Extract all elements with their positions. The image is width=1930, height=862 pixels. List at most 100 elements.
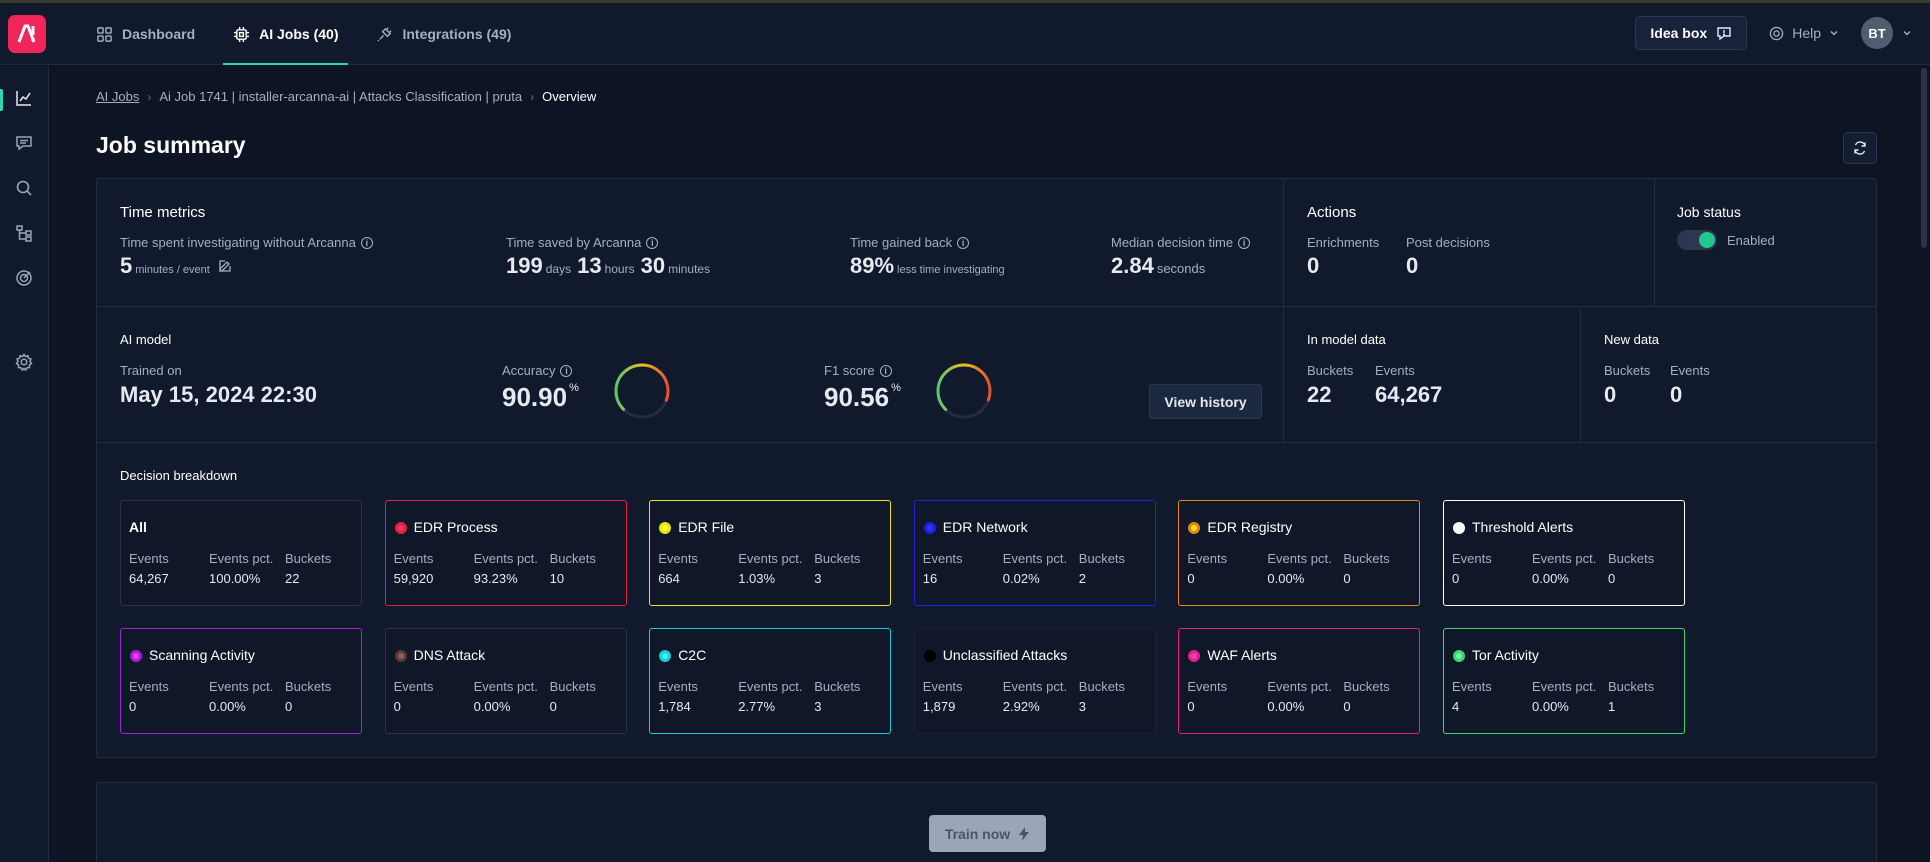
decision-card[interactable]: WAF Alerts Events Events pct. Buckets 0 0.00%… <box>1178 628 1421 734</box>
plug-icon <box>377 26 393 42</box>
info-icon[interactable]: i <box>646 236 659 249</box>
gear-icon[interactable] <box>14 352 34 372</box>
help-menu[interactable]: Help <box>1769 25 1839 41</box>
sidebar <box>0 66 49 862</box>
info-icon[interactable]: i <box>560 364 573 377</box>
events-pct-label: Events pct. <box>738 551 803 566</box>
decision-card-name: C2C <box>678 647 707 663</box>
nav-dashboard[interactable]: Dashboard <box>86 3 205 65</box>
info-icon[interactable]: i <box>360 236 373 249</box>
new-data-events-label: Events <box>1670 363 1710 378</box>
post-decisions-value: 0 <box>1406 253 1418 279</box>
ai-model-title: AI model <box>120 332 172 347</box>
f1-score-value: 90.56 % <box>824 382 901 413</box>
decision-card[interactable]: EDR Network Events Events pct. Buckets 16 0.0… <box>913 500 1156 606</box>
decision-card[interactable]: EDR File Events Events pct. Buckets 664 1.03%… <box>649 500 892 606</box>
buckets-label: Buckets <box>1343 551 1390 566</box>
buckets-value: 0 <box>1343 699 1351 714</box>
accuracy-percent: % <box>569 382 579 394</box>
decision-card[interactable]: EDR Process Events Events pct. Buckets 59,92… <box>384 500 627 606</box>
breadcrumb-job[interactable]: Ai Job 1741 | installer-arcanna-ai | Att… <box>159 89 523 104</box>
decision-card-name: All <box>129 519 147 535</box>
info-icon[interactable]: i <box>879 364 892 377</box>
events-pct-label: Events pct. <box>1532 551 1597 566</box>
time-metrics-title: Time metrics <box>120 204 206 221</box>
median-decision-label-text: Median decision time <box>1111 235 1234 250</box>
comment-icon[interactable] <box>14 133 34 153</box>
events-pct-label: Events pct. <box>1267 679 1332 694</box>
breadcrumb-ai-jobs[interactable]: AI Jobs <box>96 89 140 104</box>
refresh-button[interactable] <box>1843 132 1877 164</box>
time-spent-number: 5 <box>120 253 133 278</box>
category-color-dot <box>130 650 142 662</box>
time-gained-label: Time gained back i <box>850 235 970 250</box>
buckets-value: 2 <box>1078 571 1087 586</box>
events-value: 1,784 <box>658 699 691 714</box>
decision-card[interactable]: DNS Attack Events Events pct. Buckets 0 0.00%… <box>384 628 627 734</box>
events-pct-label: Events pct. <box>738 679 803 694</box>
chevron-down-icon <box>1903 31 1911 36</box>
in-model-buckets-number: 22 <box>1307 382 1332 407</box>
buckets-value: 3 <box>814 699 822 714</box>
lightning-icon <box>1019 826 1030 841</box>
target-icon[interactable] <box>14 268 34 288</box>
job-status-toggle[interactable] <box>1677 230 1717 250</box>
buckets-value: 0 <box>1608 571 1616 586</box>
events-pct-label: Events pct. <box>1002 551 1068 566</box>
divider <box>1654 179 1655 306</box>
f1-gauge-arc <box>936 363 992 419</box>
decision-card[interactable]: EDR Registry Events Events pct. Buckets 0 0.0… <box>1178 500 1421 606</box>
new-data-events-number: 0 <box>1670 382 1683 407</box>
decision-card-name: Tor Activity <box>1472 647 1539 663</box>
logo-icon <box>17 24 36 43</box>
decision-card[interactable]: Threshold Alerts Events Events pct. Buckets… <box>1443 500 1685 606</box>
scrollbar-thumb[interactable] <box>1921 68 1927 248</box>
hierarchy-icon[interactable] <box>14 223 34 243</box>
actions-title: Actions <box>1307 204 1357 221</box>
time-saved-days-unit: days <box>545 262 572 276</box>
nav-ai-jobs[interactable]: AI Jobs (40) <box>223 3 349 65</box>
chip-icon <box>234 26 250 42</box>
in-model-buckets-value: 22 <box>1307 382 1331 408</box>
decision-card[interactable]: Unclassified Attacks Events Events pct. Buc… <box>913 628 1156 734</box>
time-saved-days: 199 <box>506 253 543 278</box>
buckets-label: Buckets <box>1608 679 1655 694</box>
time-saved-hours-unit: hours <box>604 262 635 276</box>
chart-line-icon[interactable] <box>14 88 34 108</box>
view-history-button[interactable]: View history <box>1149 384 1262 419</box>
events-pct-label: Events pct. <box>209 551 274 566</box>
info-icon[interactable]: i <box>957 236 970 249</box>
scrollbar-track[interactable] <box>1918 66 1930 862</box>
user-menu[interactable]: BT <box>1861 17 1912 49</box>
job-status-title: Job status <box>1677 204 1741 220</box>
events-label: Events <box>1452 679 1492 694</box>
accuracy-number: 90.90 <box>502 382 568 412</box>
events-value: 0 <box>1187 571 1195 586</box>
train-now-label: Train now <box>944 825 1011 842</box>
idea-box-button[interactable]: Idea box <box>1635 16 1748 50</box>
events-pct-value: 0.00% <box>1267 699 1305 714</box>
train-now-button[interactable]: Train now <box>929 815 1046 852</box>
info-icon[interactable]: i <box>1238 236 1251 249</box>
search-icon[interactable] <box>14 178 34 198</box>
f1-score-label: F1 score i <box>824 363 892 378</box>
decision-card[interactable]: Scanning Activity Events Events pct. Bucket… <box>120 628 362 734</box>
events-pct-label: Events pct. <box>1267 551 1332 566</box>
idea-box-label: Idea box <box>1650 25 1708 41</box>
events-pct-value: 1.03% <box>738 571 776 586</box>
decision-card-name: EDR File <box>678 519 735 535</box>
edit-icon[interactable] <box>218 259 232 273</box>
nav-integrations[interactable]: Integrations (49) <box>366 3 521 65</box>
median-decision-number: 2.84 <box>1111 253 1154 278</box>
decision-card[interactable]: Tor Activity Events Events pct. Buckets 4 0.0… <box>1443 628 1685 734</box>
app-logo[interactable] <box>8 15 46 53</box>
events-value: 0 <box>393 699 401 714</box>
trained-on-value: May 15, 2024 22:30 <box>120 382 317 408</box>
decision-card[interactable]: All Events Events pct. Buckets 64,267 100.00%… <box>120 500 362 606</box>
in-model-data-title: In model data <box>1307 332 1386 347</box>
events-pct-value: 100.00% <box>209 571 261 586</box>
decision-card[interactable]: C2C Events Events pct. Buckets 1,784 2.77% 3 <box>649 628 892 734</box>
in-model-events-label: Events <box>1375 363 1415 378</box>
nav-integrations-label: Integrations (49) <box>402 26 512 42</box>
category-color-dot <box>394 522 407 534</box>
